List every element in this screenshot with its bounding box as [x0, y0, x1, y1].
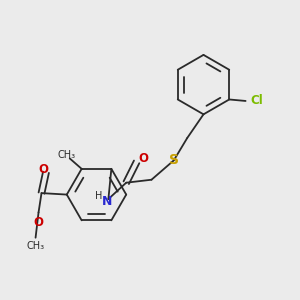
- Text: O: O: [38, 163, 48, 176]
- Text: O: O: [34, 216, 44, 229]
- Text: O: O: [138, 152, 148, 165]
- Text: CH₃: CH₃: [58, 151, 76, 160]
- Text: N: N: [102, 195, 112, 208]
- Text: H: H: [95, 191, 103, 201]
- Text: S: S: [169, 153, 179, 167]
- Text: CH₃: CH₃: [26, 241, 45, 251]
- Text: Cl: Cl: [250, 94, 263, 107]
